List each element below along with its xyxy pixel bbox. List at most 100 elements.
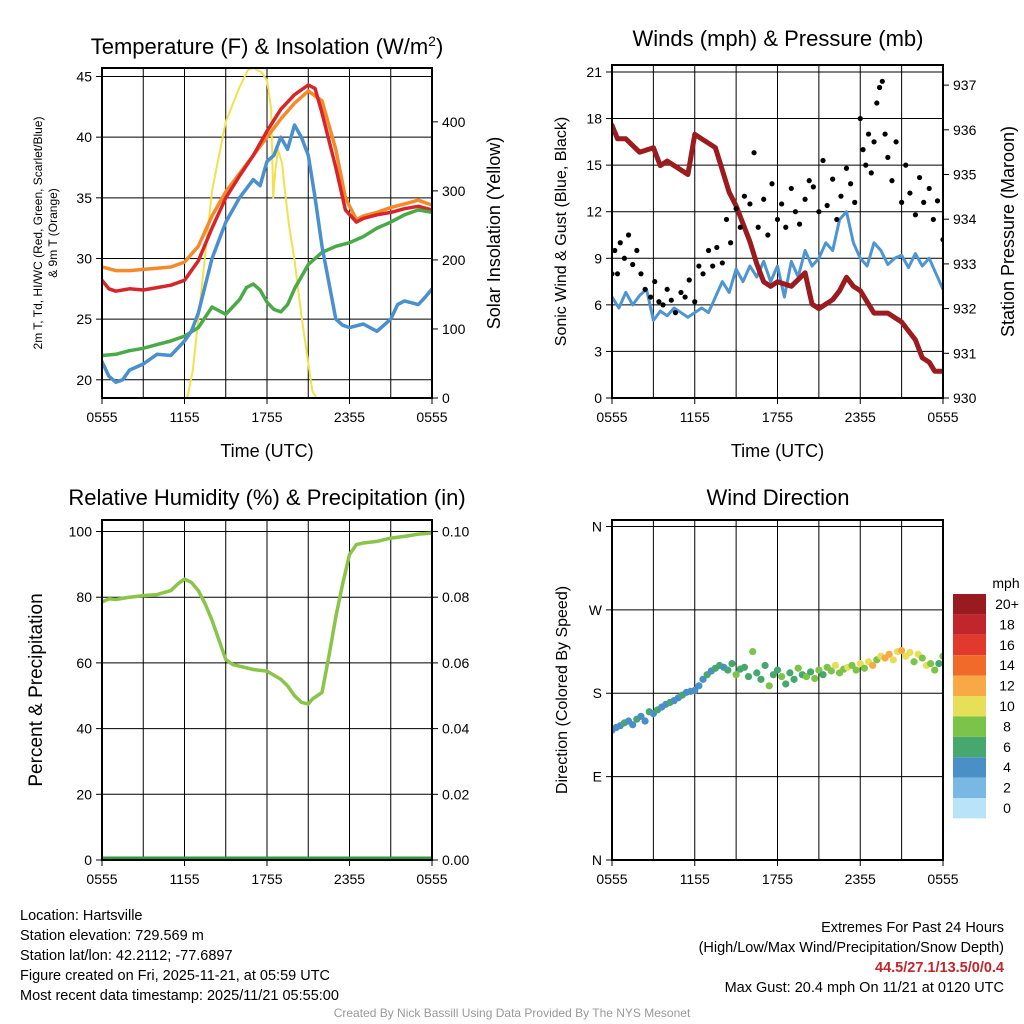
y-right-tick-label: 0.00 [442,852,469,868]
y-tick-label: 40 [76,129,92,145]
direction-point [641,717,649,725]
gust-point [614,271,621,277]
y-tick-label: 45 [76,68,92,84]
gust-point [847,181,854,187]
y-tick-label: 0 [594,390,602,406]
direction-point [811,674,819,683]
gust-point [710,263,716,269]
direction-point [794,664,802,672]
y-right-tick-label: 0.02 [442,786,469,802]
direction-point [740,663,749,671]
y-right-tick-label: 200 [442,252,466,268]
direction-point [732,671,740,679]
y-right-tick-label: 937 [953,77,977,93]
x-tick-label: 2355 [334,871,365,887]
x-tick-label: 1155 [680,871,710,887]
direction-point [699,675,707,683]
y-right-tick-label: 0.06 [442,655,469,671]
gust-point [714,244,720,251]
panel-rh: 0 20 40 60 80 100 0.00 0.02 0.04 0.06 0.08 0.10 0555… [26,485,469,887]
colorbar-label: 6 [1003,739,1011,755]
x-axis-label: Time (UTC) [731,441,824,461]
gust-point [779,201,785,207]
y-right-tick-label: 0.10 [442,523,469,539]
direction-point [898,647,906,655]
gust-point [876,84,883,91]
gust-point [926,185,932,192]
gust-point [696,263,702,269]
colorbar-swatch [953,716,986,737]
y-axis-label: Sonic Wind & Gust (Blue, Black) [553,117,570,346]
direction-point [935,659,943,668]
colorbar-label: 12 [999,678,1015,694]
direction-point [637,712,645,721]
y-tick-label: 100 [69,523,93,539]
x-tick-label: 0555 [596,871,627,887]
y-right-axis-label: Station Pressure (Maroon) [998,126,1018,337]
colorbar-label: 10 [999,698,1015,714]
gust-point [630,261,636,268]
y-tick-label: 20 [76,372,92,388]
x-tick-label: 0555 [416,871,447,887]
colorbar-swatch [953,736,986,758]
y-tick-label: 80 [76,589,92,605]
colorbar-swatch [953,798,986,819]
gust-point [728,240,734,246]
direction-point [856,659,864,668]
extremes-info: Extremes For Past 24 Hours (High/Low/Max… [699,918,1004,998]
y-tick-label: S [593,685,602,701]
x-tick-label: 0555 [86,409,117,425]
direction-point [802,672,811,681]
gust-point [871,139,877,145]
series-line-9m-t [102,89,432,273]
colorbar-swatch [953,777,986,798]
direction-point [786,669,794,677]
y-right-tick-label: 934 [953,211,977,227]
direction-point [831,661,840,670]
gust-point [843,165,850,171]
gust-point [899,199,905,205]
y-tick-label: 0 [84,852,92,868]
gust-point [885,154,891,160]
y-right-tick-label: 935 [953,167,977,183]
direction-point [910,658,918,666]
gust-point [893,139,899,145]
y-tick-label: W [589,602,603,618]
y-right-tick-label: 400 [442,114,466,130]
gust-point [634,247,640,254]
gust-point [838,193,844,199]
gust-point [656,299,662,305]
gust-point [865,131,872,137]
gust-point [820,157,826,164]
y-tick-label: 20 [76,786,92,802]
direction-point [773,666,782,674]
y-tick-label: 25 [76,311,92,327]
gust-point [672,310,679,316]
gust-point [882,131,888,137]
y-tick-label: N [592,852,602,868]
series-line-2m-t [102,83,432,293]
y-right-tick-label: 0.08 [442,589,469,605]
gust-point [765,232,771,238]
direction-point [769,671,777,679]
direction-point [744,672,753,681]
panel-title: Winds (mph) & Pressure (mb) [633,26,924,51]
direction-point [918,654,926,662]
gust-point [678,289,684,296]
direction-point [629,721,637,729]
gust-point [617,240,623,246]
y-right-tick-label: 930 [953,390,977,406]
gust-point [774,216,781,223]
x-tick-label: 0555 [416,409,447,425]
gust-point [755,224,761,230]
gust-point [879,78,885,84]
direction-point [860,664,868,672]
y-tick-label: 21 [586,64,602,80]
y-tick-label: 60 [76,655,92,671]
colorbar-label: 14 [999,657,1015,673]
direction-point [827,667,835,675]
gust-point [751,150,757,156]
gust-point [916,174,923,181]
